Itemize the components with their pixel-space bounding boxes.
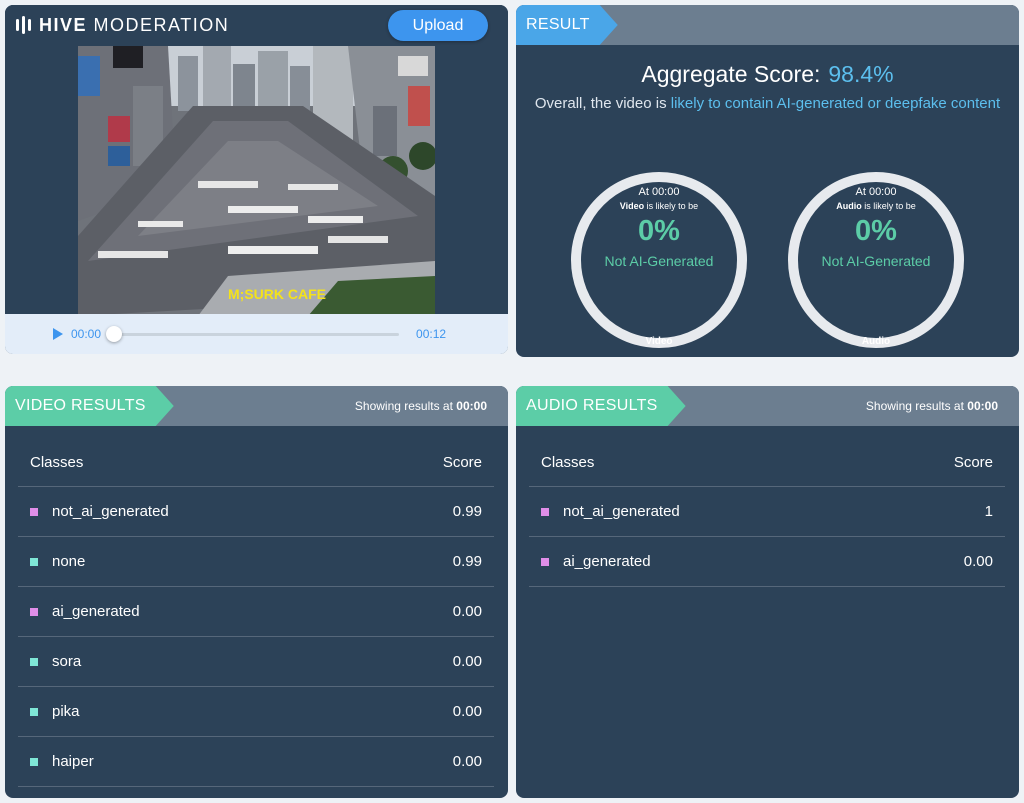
audio-results-tag: AUDIO RESULTS — [516, 386, 686, 426]
table-row: sora 0.00 — [18, 637, 494, 687]
class-name: haiper — [52, 753, 94, 770]
class-swatch-icon — [30, 757, 38, 766]
audio-results-panel: AUDIO RESULTS Showing results at 00:00 C… — [516, 386, 1019, 798]
hive-logo-icon — [16, 16, 31, 34]
app-header: HIVE MODERATION Upload — [5, 5, 508, 45]
result-summary: Overall, the video is likely to contain … — [516, 93, 1019, 115]
logo-rest: MODERATION — [93, 14, 230, 35]
upload-button[interactable]: Upload — [388, 10, 488, 41]
table-row: none 0.99 — [18, 537, 494, 587]
current-time: 00:00 — [71, 327, 102, 341]
aggregate-score: Aggregate Score: 98.4% — [516, 61, 1019, 88]
seek-track[interactable] — [106, 326, 400, 342]
class-score: 1 — [984, 503, 993, 520]
class-score: 0.00 — [452, 753, 482, 770]
audio-rows: not_ai_generated 1 ai_generated 0.00 — [529, 487, 1005, 587]
gauge-video-time: At 00:00 — [638, 186, 680, 198]
gauge-video-likely-text: is likely to be — [646, 201, 699, 211]
gauge-video-caption: Video — [645, 336, 673, 347]
class-swatch-icon — [30, 707, 38, 716]
audio-showing-prefix: Showing results at — [865, 399, 964, 413]
class-swatch-icon — [30, 607, 38, 616]
table-row: ai_generated 0.00 — [18, 587, 494, 637]
hive-logo[interactable]: HIVE MODERATION — [16, 15, 229, 36]
class-name: ai_generated — [563, 553, 651, 570]
audio-showing-results: Showing results at 00:00 — [866, 399, 998, 413]
class-swatch-icon — [30, 507, 38, 516]
aggregate-value: 98.4% — [828, 61, 894, 87]
video-results-panel: VIDEO RESULTS Showing results at 00:00 C… — [5, 386, 508, 798]
gauge-audio-caption: Audio — [861, 336, 891, 347]
gauge-audio-likely: Audio is likely to be — [836, 201, 916, 211]
result-header: RESULT — [516, 5, 1019, 45]
video-results-tag: VIDEO RESULTS — [5, 386, 174, 426]
class-name: not_ai_generated — [563, 503, 680, 520]
player-controls: 00:00 00:12 — [5, 314, 508, 354]
logo-text: HIVE MODERATION — [39, 15, 229, 36]
audio-gauge: At 00:00 Audio is likely to be 0% Not AI… — [788, 172, 964, 348]
video-gauge: At 00:00 Video is likely to be 0% Not AI… — [571, 172, 747, 348]
video-showing-time: 00:00 — [456, 399, 487, 413]
class-name: sora — [52, 653, 82, 670]
gauge-audio-label: Not AI-Generated — [821, 253, 931, 269]
class-swatch-icon — [541, 507, 549, 516]
class-swatch-icon — [30, 657, 38, 666]
class-score: 0.99 — [452, 553, 482, 570]
table-row: ai_generated 0.00 — [529, 537, 1005, 587]
col-score: Score — [953, 454, 993, 471]
class-score: 0.99 — [452, 503, 482, 520]
video-results-table: Classes Score not_ai_generated 0.99 none 0.… — [18, 439, 494, 787]
video-watermark: M;SURK CAFE — [228, 286, 326, 302]
video-panel: HIVE MODERATION Upload — [5, 5, 508, 354]
logo-bold: HIVE — [39, 14, 88, 35]
seek-knob[interactable] — [106, 326, 123, 342]
video-showing-prefix: Showing results at — [354, 399, 453, 413]
crowd-street-image: M;SURK CAFE — [78, 46, 435, 316]
table-header: Classes Score — [18, 439, 494, 487]
table-row: pika 0.00 — [18, 687, 494, 737]
result-tag: RESULT — [516, 5, 618, 45]
video-results-header: VIDEO RESULTS Showing results at 00:00 — [5, 386, 508, 426]
gauge-audio-subject: Audio — [836, 201, 862, 211]
audio-results-table: Classes Score not_ai_generated 1 ai_genera… — [529, 439, 1005, 587]
table-header: Classes Score — [529, 439, 1005, 487]
audio-results-header: AUDIO RESULTS Showing results at 00:00 — [516, 386, 1019, 426]
class-score: 0.00 — [452, 603, 482, 620]
gauge-video-likely: Video is likely to be — [620, 201, 698, 211]
table-row: haiper 0.00 — [18, 737, 494, 787]
class-name: ai_generated — [52, 603, 140, 620]
aggregate-label: Aggregate Score: — [641, 61, 821, 87]
video-showing-results: Showing results at 00:00 — [355, 399, 487, 413]
gauge-video-subject: Video — [619, 201, 645, 211]
col-score: Score — [442, 454, 482, 471]
video-preview[interactable]: M;SURK CAFE — [78, 46, 435, 316]
class-name: none — [52, 553, 86, 570]
audio-showing-time: 00:00 — [967, 399, 998, 413]
video-rows: not_ai_generated 0.99 none 0.99 ai_generated… — [18, 487, 494, 787]
table-row: not_ai_generated 1 — [529, 487, 1005, 537]
gauge-audio-percent: 0% — [855, 215, 897, 247]
class-swatch-icon — [541, 557, 549, 566]
class-score: 0.00 — [452, 653, 482, 670]
summary-prefix: Overall, the video is — [534, 95, 667, 112]
class-score: 0.00 — [452, 703, 482, 720]
gauge-video-percent: 0% — [638, 215, 680, 247]
gauge-audio-likely-text: is likely to be — [864, 201, 916, 211]
table-row: not_ai_generated 0.99 — [18, 487, 494, 537]
col-classes: Classes — [541, 454, 595, 471]
class-name: not_ai_generated — [52, 503, 169, 520]
summary-highlight: likely to contain AI-generated or deepfa… — [670, 95, 1001, 112]
class-score: 0.00 — [963, 553, 993, 570]
gauge-video-label: Not AI-Generated — [604, 253, 714, 269]
class-name: pika — [52, 703, 80, 720]
total-time: 00:12 — [416, 327, 447, 341]
play-icon[interactable] — [53, 328, 63, 340]
col-classes: Classes — [30, 454, 84, 471]
gauge-audio-time: At 00:00 — [855, 186, 897, 198]
class-swatch-icon — [30, 557, 38, 566]
